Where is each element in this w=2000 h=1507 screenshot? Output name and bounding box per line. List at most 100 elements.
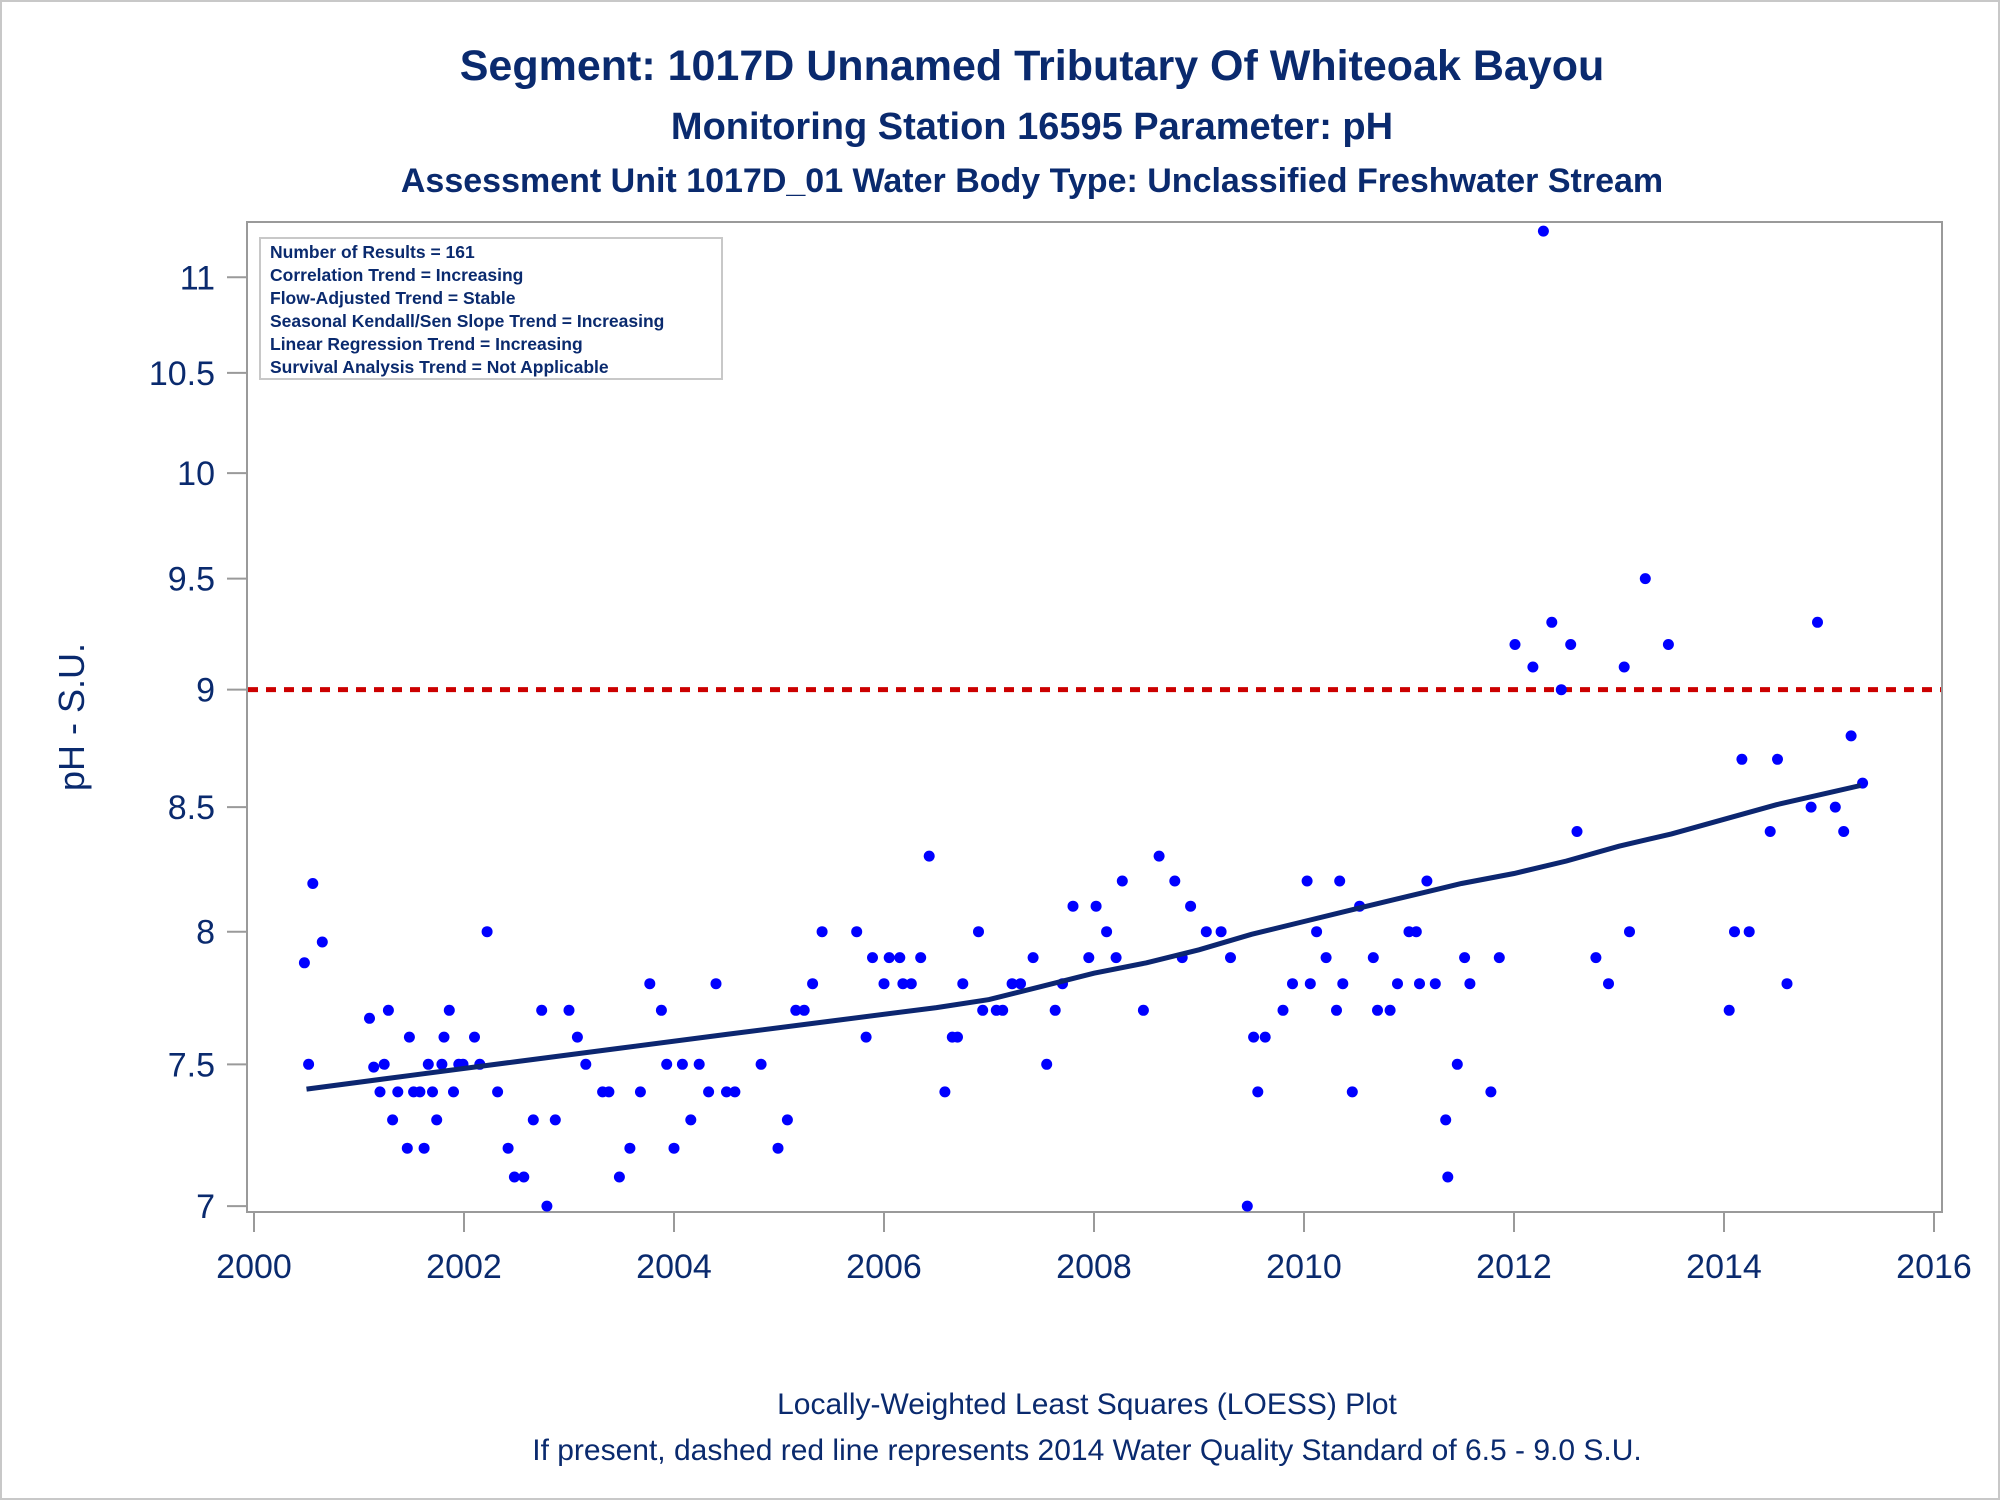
data-point-45 — [655, 1004, 667, 1016]
data-point-125 — [1442, 1171, 1454, 1183]
data-point-70 — [915, 952, 927, 964]
stats-box: Number of Results = 161 Correlation Tren… — [259, 237, 723, 380]
y-tick-label-5: 9.5 — [168, 561, 215, 599]
data-point-90 — [1110, 952, 1122, 964]
data-point-137 — [1571, 826, 1583, 837]
data-point-111 — [1334, 875, 1346, 887]
data-point-40 — [603, 1086, 615, 1098]
data-point-37 — [571, 1031, 583, 1043]
data-point-105 — [1287, 978, 1298, 990]
data-point-27 — [481, 926, 493, 938]
data-point-84 — [1049, 1004, 1061, 1016]
x-tick-label-6: 2012 — [1476, 1248, 1552, 1286]
data-point-36 — [563, 1004, 575, 1016]
y-tick-label-1: 7.5 — [168, 1046, 215, 1084]
data-point-57 — [781, 1114, 793, 1126]
data-point-77 — [977, 1004, 989, 1016]
data-point-25 — [469, 1031, 480, 1043]
data-point-96 — [1185, 900, 1197, 912]
data-point-127 — [1459, 952, 1471, 964]
data-point-55 — [755, 1058, 767, 1070]
data-point-82 — [1027, 952, 1039, 964]
data-point-147 — [1743, 926, 1755, 938]
data-point-51 — [703, 1086, 715, 1098]
data-point-66 — [883, 952, 895, 964]
data-point-155 — [1845, 730, 1857, 742]
data-point-149 — [1772, 753, 1783, 765]
data-point-15 — [418, 1142, 430, 1154]
data-point-61 — [816, 926, 828, 938]
data-point-14 — [414, 1086, 426, 1098]
data-point-60 — [807, 978, 819, 990]
chart-title: Segment: 1017D Unnamed Tributary Of Whit… — [460, 42, 1605, 90]
data-point-42 — [624, 1142, 636, 1154]
x-tick-label-0: 2000 — [216, 1248, 292, 1286]
data-point-65 — [878, 978, 890, 990]
data-point-99 — [1225, 952, 1236, 964]
data-point-41 — [613, 1171, 625, 1183]
data-point-151 — [1805, 801, 1817, 813]
data-point-52 — [710, 978, 722, 990]
data-point-135 — [1555, 684, 1567, 696]
stats-line-1: Number of Results = 161 — [270, 242, 475, 262]
data-point-128 — [1464, 978, 1476, 990]
data-point-148 — [1764, 826, 1776, 837]
data-point-124 — [1440, 1114, 1452, 1126]
data-point-67 — [894, 952, 906, 964]
stats-line-5: Linear Regression Trend = Increasing — [270, 334, 583, 354]
data-point-93 — [1153, 850, 1165, 862]
data-point-38 — [580, 1058, 592, 1070]
x-axis: 2000 2002 2004 2006 2008 2010 2012 2014 2016 — [216, 1212, 1972, 1286]
data-point-86 — [1067, 900, 1079, 912]
data-point-20 — [438, 1031, 450, 1043]
data-point-91 — [1116, 875, 1128, 887]
data-point-7 — [378, 1058, 390, 1070]
x-tick-label-2: 2004 — [636, 1248, 712, 1286]
stats-box-frame — [259, 237, 723, 380]
chart-subtitle: Monitoring Station 16595 Parameter: pH — [671, 106, 1393, 148]
scatter-points — [298, 225, 1869, 1212]
data-point-16 — [422, 1058, 434, 1070]
data-point-102 — [1252, 1086, 1264, 1098]
data-point-48 — [676, 1058, 688, 1070]
data-point-113 — [1346, 1086, 1358, 1098]
data-point-121 — [1414, 978, 1425, 990]
data-point-49 — [685, 1114, 697, 1126]
data-point-33 — [536, 1004, 548, 1016]
y-axis-label: pH - S.U. — [51, 643, 92, 791]
stats-line-4: Seasonal Kendall/Sen Slope Trend = Incre… — [270, 311, 664, 331]
data-point-107 — [1304, 978, 1316, 990]
data-point-6 — [374, 1086, 386, 1098]
data-point-89 — [1101, 926, 1113, 938]
data-point-3 — [316, 936, 328, 948]
data-point-83 — [1041, 1058, 1053, 1070]
data-point-53 — [721, 1086, 732, 1098]
chart-subtitle-2: Assessment Unit 1017D_01 Water Body Type… — [401, 162, 1663, 200]
plot-area — [246, 221, 1943, 1213]
data-point-112 — [1337, 978, 1349, 990]
data-point-64 — [867, 952, 878, 964]
data-point-132 — [1527, 661, 1539, 673]
data-point-117 — [1384, 1004, 1396, 1016]
data-point-28 — [492, 1086, 504, 1098]
data-point-115 — [1367, 952, 1379, 964]
data-point-12 — [403, 1031, 415, 1043]
data-point-100 — [1241, 1200, 1253, 1212]
data-point-5 — [368, 1061, 380, 1073]
footer-line-2: If present, dashed red line represents 2… — [532, 1434, 1642, 1467]
data-point-11 — [401, 1142, 413, 1154]
data-point-152 — [1812, 616, 1823, 628]
data-point-47 — [668, 1142, 680, 1154]
data-point-123 — [1429, 978, 1441, 990]
data-point-143 — [1662, 639, 1674, 650]
data-point-2 — [307, 878, 319, 889]
stats-line-2: Correlation Trend = Increasing — [270, 265, 523, 285]
y-tick-label-2: 8 — [196, 914, 215, 952]
data-point-46 — [661, 1058, 673, 1070]
data-point-54 — [729, 1086, 741, 1098]
data-point-17 — [427, 1086, 438, 1098]
data-point-154 — [1838, 826, 1850, 837]
data-point-140 — [1618, 661, 1630, 673]
